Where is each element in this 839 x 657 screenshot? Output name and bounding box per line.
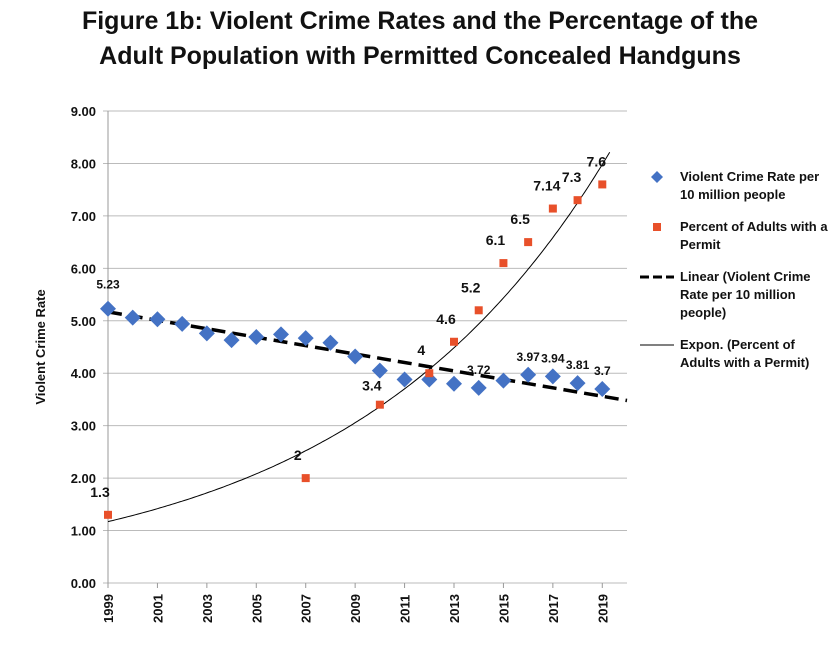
crime-point: [371, 362, 388, 379]
legend-item-linear: Linear (Violent Crime Rate per 10 millio…: [640, 268, 835, 322]
y-tick-label: 5.00: [71, 314, 96, 329]
y-tick-label: 6.00: [71, 261, 96, 276]
y-tick-label: 0.00: [71, 576, 96, 591]
data-label: 7.3: [562, 169, 582, 185]
crime-point: [594, 380, 611, 397]
permit-point: [474, 306, 483, 315]
data-label: 6.1: [486, 232, 506, 248]
permit-point: [450, 337, 458, 346]
data-label: 3.97: [516, 350, 540, 364]
data-label: 5.2: [461, 279, 481, 295]
permit-point: [598, 180, 607, 189]
crime-point: [297, 330, 314, 347]
crime-point: [198, 325, 215, 342]
legend: Violent Crime Rate per 10 million people…: [640, 168, 835, 386]
x-tick-label: 2007: [299, 594, 314, 623]
y-tick-label: 1.00: [71, 524, 96, 539]
x-tick-label: 2001: [150, 594, 165, 623]
legend-item-crime: Violent Crime Rate per 10 million people: [640, 168, 835, 204]
permit-point: [425, 369, 434, 378]
x-tick-label: 1999: [101, 594, 116, 623]
crime-point: [544, 368, 561, 385]
permit-point: [375, 400, 384, 409]
data-label: 3.72: [467, 363, 491, 377]
y-tick-label: 3.00: [71, 419, 96, 434]
crime-point: [396, 371, 413, 388]
permit-point: [524, 238, 533, 247]
data-label: 3.94: [541, 351, 565, 365]
data-label: 5.23: [96, 278, 120, 292]
legend-item-permit: Percent of Adults with a Permit: [640, 218, 835, 254]
x-tick-label: 2011: [398, 595, 413, 623]
crime-point: [470, 379, 487, 396]
data-label: 1.3: [90, 484, 110, 500]
crime-point: [273, 326, 289, 343]
permit-point: [573, 196, 582, 205]
x-tick-label: 2015: [496, 594, 511, 623]
data-label: 2: [294, 447, 302, 463]
y-tick-label: 7.00: [71, 209, 96, 224]
data-label: 6.5: [510, 211, 530, 227]
data-label: 3.4: [362, 378, 382, 394]
crime-point: [446, 375, 462, 392]
crime-point: [223, 332, 240, 349]
y-axis-title: Violent Crime Rate: [33, 289, 48, 404]
y-tick-label: 9.00: [71, 104, 96, 119]
diamond-icon: [651, 171, 663, 183]
x-tick-label: 2005: [249, 594, 264, 623]
x-tick-label: 2017: [546, 594, 561, 623]
linear-trendline: [107, 310, 628, 403]
permit-point: [104, 510, 112, 519]
y-tick-label: 8.00: [71, 156, 96, 171]
x-tick-label: 2013: [447, 594, 462, 623]
data-label: 4: [417, 342, 425, 358]
y-tick-label: 4.00: [71, 366, 96, 381]
data-label: 4.6: [436, 311, 456, 327]
permit-point: [499, 259, 508, 268]
crime-point: [100, 300, 116, 317]
crime-point: [149, 311, 166, 328]
dashed-line-icon: [640, 275, 674, 279]
chart-title: Figure 1b: Violent Crime Rates and the P…: [81, 7, 759, 70]
crime-point: [347, 348, 364, 365]
line-icon: [640, 344, 674, 346]
x-tick-label: 2003: [200, 594, 215, 623]
exponential-trendline: [107, 151, 611, 523]
data-label: 3.7: [594, 364, 611, 378]
permit-point: [301, 474, 310, 483]
crime-point: [124, 309, 141, 326]
data-label: 7.14: [533, 178, 560, 194]
crime-point: [569, 375, 586, 392]
x-tick-label: 2019: [595, 594, 610, 623]
crime-point: [248, 329, 265, 346]
crime-point: [520, 366, 537, 383]
crime-point: [322, 334, 339, 351]
y-tick-label: 2.00: [71, 471, 96, 486]
square-icon: [653, 223, 661, 231]
data-label: 3.81: [566, 358, 590, 372]
crime-point: [495, 372, 512, 389]
x-tick-label: 2009: [348, 594, 363, 623]
crime-point: [174, 315, 191, 332]
permit-point: [548, 204, 557, 213]
data-label: 7.6: [587, 153, 607, 169]
legend-item-expon: Expon. (Percent of Adults with a Permit): [640, 336, 835, 372]
